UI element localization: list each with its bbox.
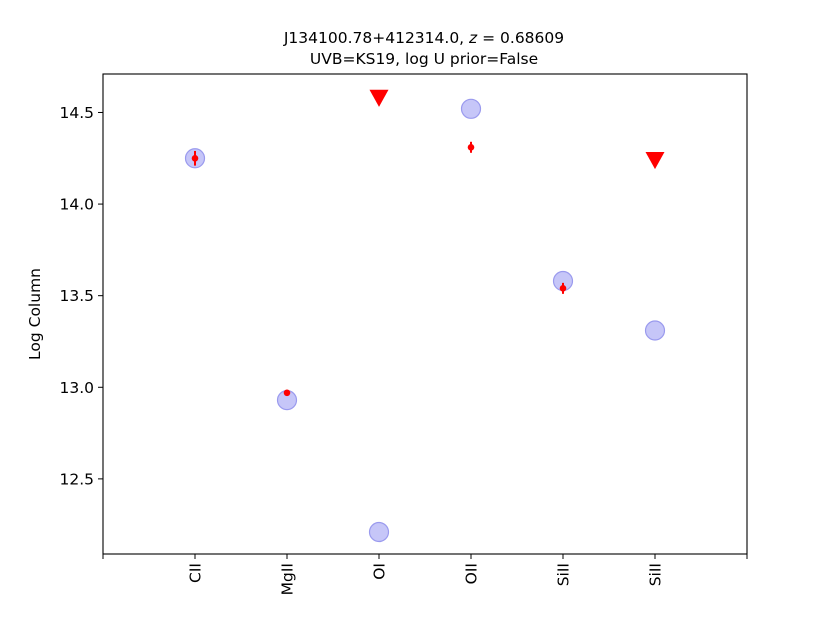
y-tick-label: 13.5 [59,287,94,305]
x-tick-label: CII [187,563,205,583]
model-point [644,320,666,341]
axes-frame [102,73,748,555]
model-point [460,98,482,119]
chart-title-line-2: UVB=KS19, log U prior=False [310,50,538,68]
model-point [368,521,390,543]
y-tick-label: 14.5 [59,104,94,122]
x-tick-label: SiII [647,563,665,586]
measurement-point [191,154,199,162]
measurement-point [467,143,475,151]
x-tick-label: SiII [555,563,573,586]
upper-limit-marker [645,152,665,170]
y-tick-label: 13.0 [59,379,94,397]
upper-limit-marker [369,89,389,107]
chart-title-line-1: J134100.78+412314.0, z = 0.68609 [283,29,564,47]
measurement-point [559,285,567,292]
x-tick-label: MgII [279,563,297,595]
plot-area: 12.5 13.0 13.5 14.0 14.5 CII MgII OI OII SiII SiII [59,73,748,595]
y-tick-label: 14.0 [59,196,94,214]
y-axis-label: Log Column [26,268,44,360]
measurement-point [283,389,291,397]
y-tick-label: 12.5 [59,470,94,488]
x-tick-label: OI [371,563,389,580]
x-tick-label: OII [463,563,481,584]
